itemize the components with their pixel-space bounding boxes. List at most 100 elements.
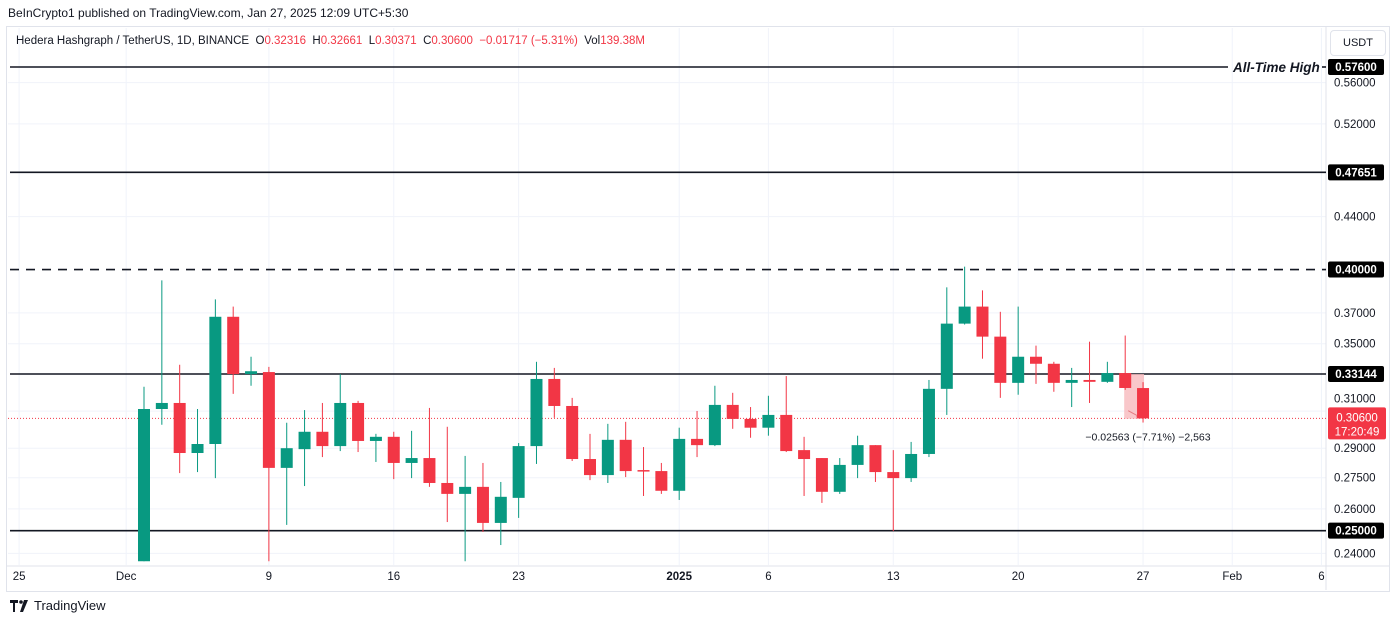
open-label: O [255,35,265,47]
candle-body-up [405,458,418,463]
candle-body-down [869,445,882,473]
y-tick-label: 0.35000 [1334,339,1376,351]
candle-body-down [1030,356,1042,364]
candle-body-up [762,414,775,428]
level-annotation: All-Time High [1232,60,1320,75]
x-tick-label: 2025 [666,571,692,583]
candle-body-up [138,409,150,562]
y-tick-label: 0.37000 [1334,308,1376,320]
candle-body-down [584,459,596,476]
volume-value: 139.38M [600,35,645,47]
candle-body-down [994,336,1007,383]
candle-body-down [976,306,989,337]
x-tick-label: 20 [1012,571,1025,583]
candle-body-down [637,470,650,472]
level-price-label: 0.47651 [1335,167,1377,179]
level-price-label: 0.25000 [1335,526,1377,538]
measure-label: −0.02563 (−7.71%) −2,563 [1085,432,1210,444]
chart-frame [6,26,1390,592]
candle-body-down [726,404,739,419]
candle-body-up [155,402,168,410]
candle-body-down [887,472,900,479]
candle-body-down [815,458,828,492]
y-tick-label: 0.44000 [1334,212,1376,224]
close-label: C [423,35,432,47]
y-tick-label: 0.24000 [1334,548,1376,560]
candle-body-down [1137,388,1150,419]
candle-body-up [673,438,686,491]
x-tick-label: 27 [1137,571,1150,583]
candle-body-down [780,414,793,452]
candle-body-up [494,496,507,523]
x-tick-label: 25 [13,571,26,583]
candle-body-up [459,486,472,494]
x-tick-label: 6 [765,571,771,583]
candle-body-up [209,316,222,444]
symbol-title[interactable]: Hedera Hashgraph / TetherUS, 1D, BINANCE [16,35,250,47]
candle-body-up [905,453,918,479]
candle-body-down [798,450,811,460]
close-value: 0.30600 [431,35,473,47]
candle-body-down [691,438,704,446]
candle-body-up [708,404,721,446]
low-label: L [368,35,376,47]
y-tick-label: 0.56000 [1334,78,1376,90]
candle-body-up [1101,373,1114,382]
level-price-label-bg [1328,261,1384,278]
currency-button[interactable]: USDT [1330,30,1386,56]
last-price-label: 0.30600 [1336,412,1378,424]
level-price-label: 0.33144 [1335,369,1377,381]
x-tick-label: Feb [1222,571,1242,583]
open-value: 0.32316 [264,35,307,47]
y-tick-label: 0.31000 [1334,393,1376,405]
level-price-label-bg [1328,366,1384,382]
candle-body-up [369,436,382,441]
candle-body-up [922,388,935,454]
candle-body-down [387,436,400,463]
candle-body-up [245,371,258,375]
candle-body-up [334,402,347,447]
tradingview-logo-icon [10,599,28,612]
candle-body-down [548,378,561,406]
candle-body-up [851,445,864,465]
y-tick-label: 0.26000 [1334,504,1376,516]
candle-body-down [1047,363,1060,383]
candle-body-up [512,446,525,498]
x-tick-label: 6 [1318,571,1324,583]
candle-body-down [227,316,240,375]
level-price-label-bg [1328,522,1384,539]
x-tick-label: 16 [387,571,400,583]
y-tick-label: 0.27500 [1334,473,1376,485]
candle-body-down [441,482,454,494]
level-price-label: 0.40000 [1335,265,1377,277]
candle-body-down [1119,373,1132,388]
y-tick-label: 0.29000 [1334,443,1376,455]
footer-brand[interactable]: TradingView [10,598,106,613]
candle-body-up [1012,356,1025,383]
candle-body-up [298,431,311,450]
x-tick-label: 13 [887,571,900,583]
x-tick-label: 9 [266,571,272,583]
candle-body-up [191,443,204,454]
level-price-label-bg [1328,58,1384,75]
candle-body-down [655,471,668,491]
candle-body-up [1065,379,1078,383]
candle-body-up [958,306,971,324]
high-value: 0.32661 [320,35,363,47]
ohlc-legend: Hedera Hashgraph / TetherUS, 1D, BINANCE… [16,35,645,47]
candle-body-down [423,458,436,483]
last-price-label-bg [1328,407,1386,440]
x-tick-label: Dec [116,571,137,583]
candle-body-up [601,439,614,476]
change-value: −0.01717 (−5.31%) [479,35,578,47]
candle-body-down [744,418,757,428]
brand-name: TradingView [34,598,106,613]
candle-body-down [566,405,579,460]
candle-body-down [352,402,365,441]
bar-countdown-label: 17:20:49 [1335,426,1380,438]
candle-body-up [530,378,543,447]
high-label: H [312,35,321,47]
candle-body-down [1083,379,1096,382]
candle-body-down [173,402,186,454]
